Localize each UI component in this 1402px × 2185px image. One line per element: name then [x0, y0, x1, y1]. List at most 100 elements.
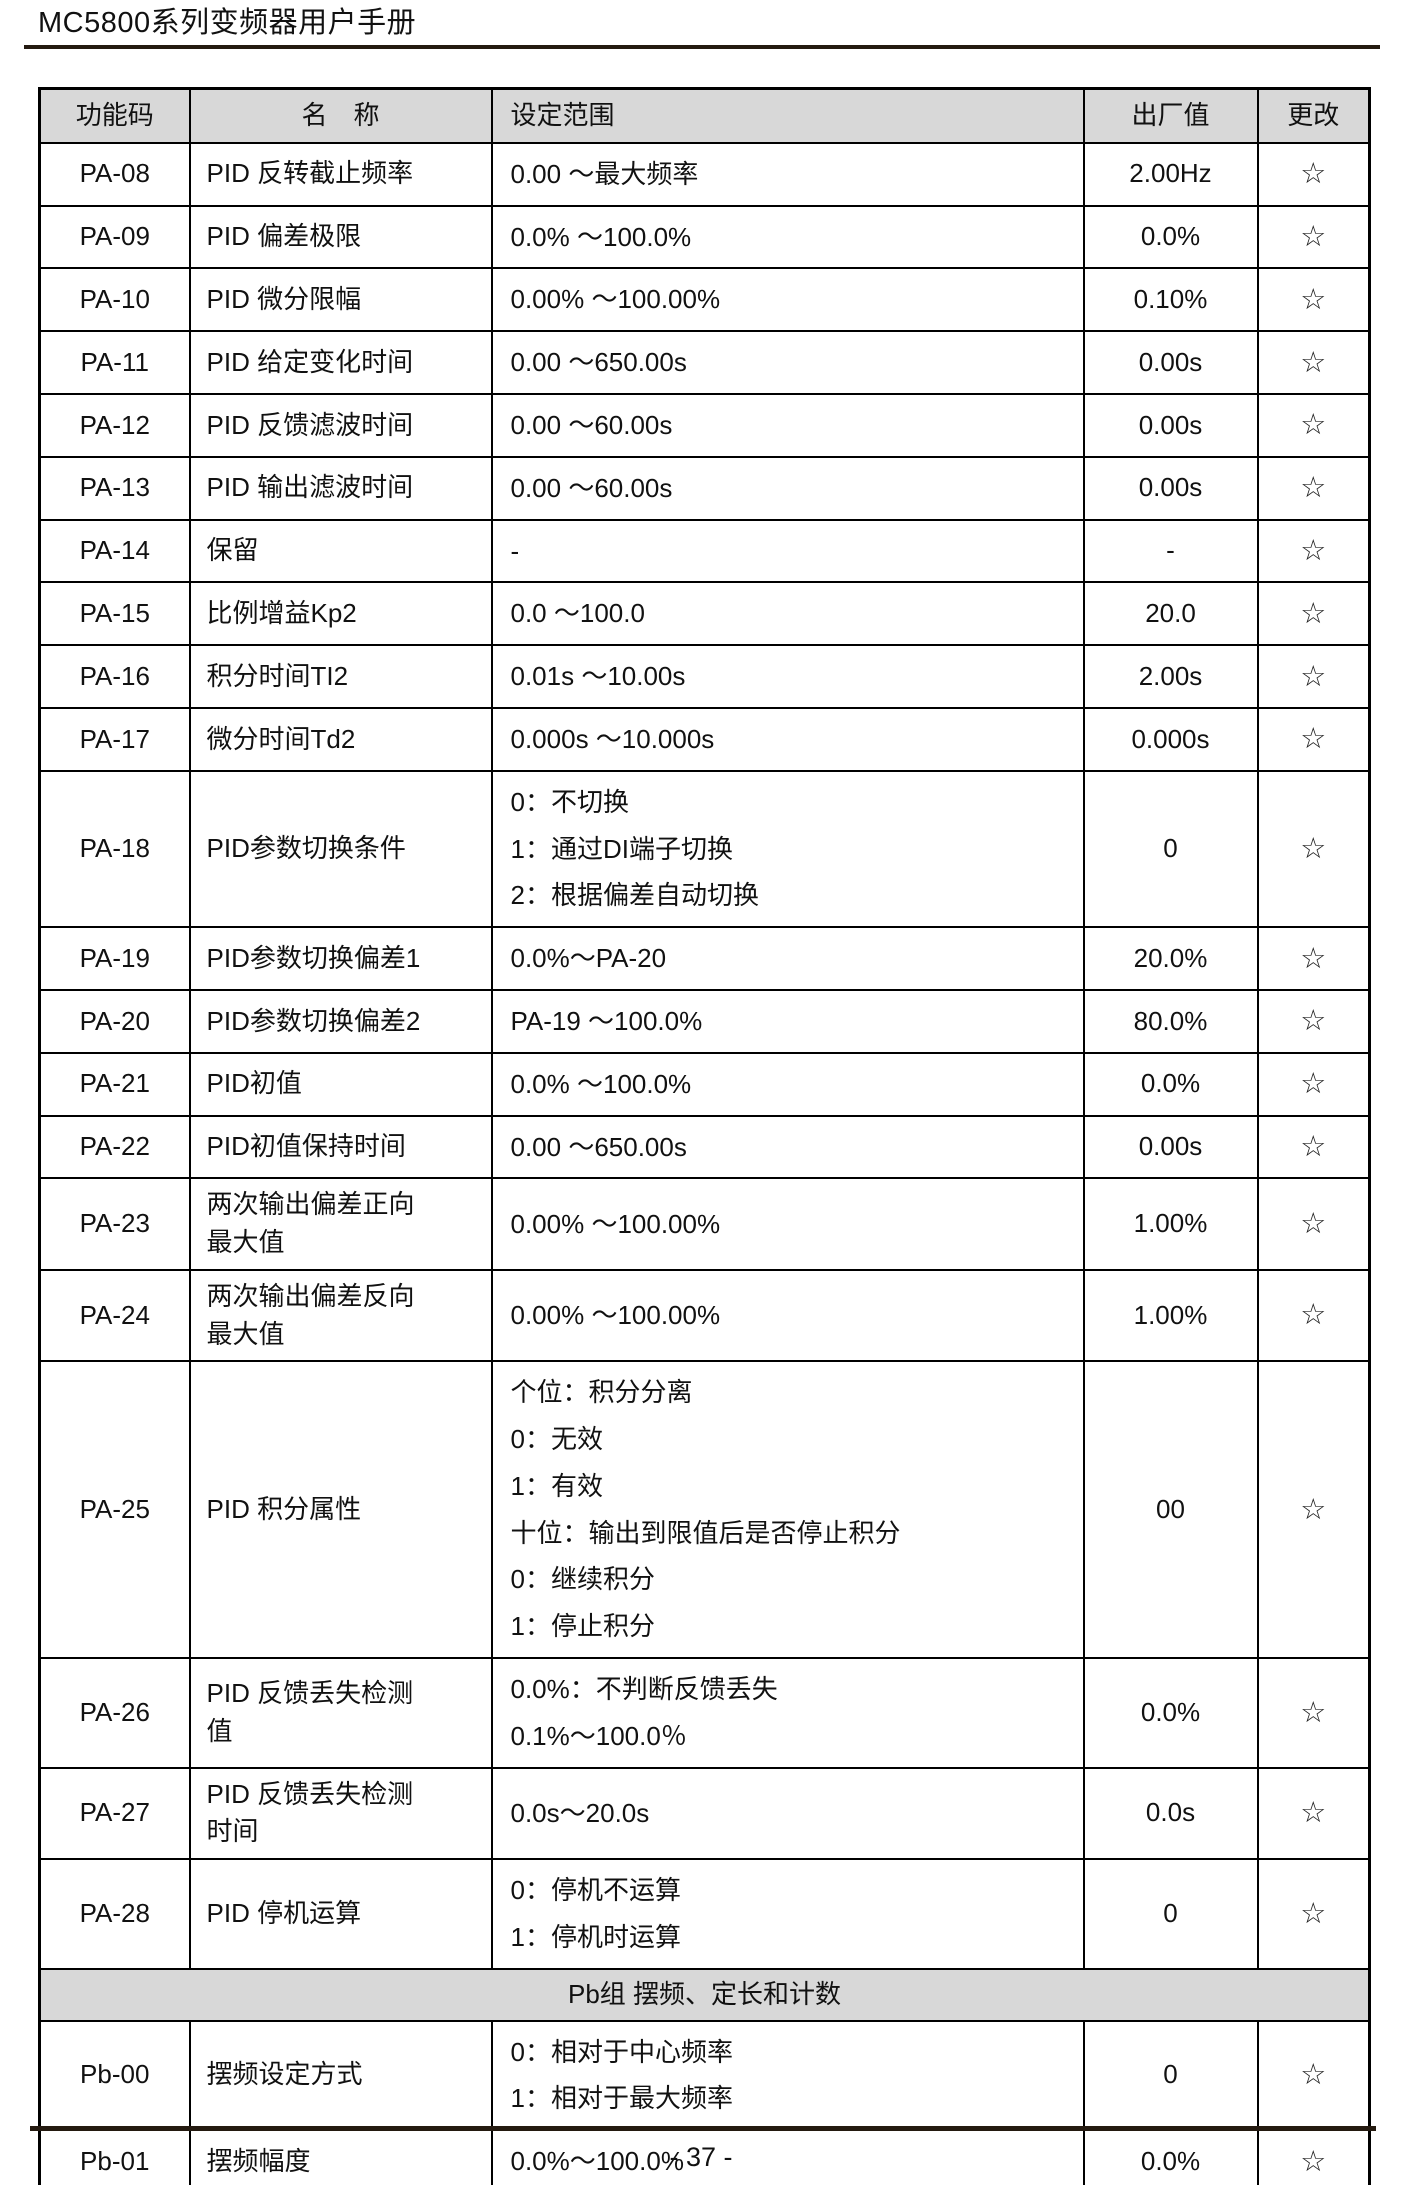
- change-star-cell: ☆: [1256, 926, 1371, 992]
- name-cell: PID初值: [188, 1051, 493, 1117]
- setting-range-cell: 0.0 ～100.0: [490, 581, 1085, 647]
- table-row: PA-24 两次输出偏差反向 最大值 0.00% ～100.00% 1.00% ☆: [38, 1268, 1371, 1363]
- table-row: Pb-00 摆频设定方式 0：相对于中心频率 1：相对于最大频率 0 ☆: [38, 2019, 1371, 2132]
- col-header-function-code: 功能码: [38, 87, 191, 144]
- factory-value-cell: 0: [1082, 2019, 1259, 2132]
- function-code-cell: PA-09: [38, 204, 191, 270]
- name-cell: 两次输出偏差正向 最大值: [188, 1177, 493, 1271]
- table-header-row: 功能码 名 称 设定范围 出厂值 更改: [38, 87, 1371, 144]
- function-code-cell: PA-28: [38, 1857, 191, 1970]
- table-row: PA-15 比例增益Kp2 0.0 ～100.0 20.0 ☆: [38, 581, 1371, 647]
- factory-value-cell: 0.00s: [1082, 1114, 1259, 1180]
- function-code-cell: PA-16: [38, 644, 191, 710]
- col-header-name: 名 称: [188, 87, 493, 144]
- function-code-cell: PA-26: [38, 1656, 191, 1769]
- change-star-cell: ☆: [1256, 455, 1371, 521]
- factory-value-cell: 0.0%: [1082, 204, 1259, 270]
- name-cell: PID 微分限幅: [188, 267, 493, 333]
- table-row: PA-13 PID 输出滤波时间 0.00 ～60.00s 0.00s ☆: [38, 455, 1371, 521]
- setting-range-cell: 0.0%：不判断反馈丢失 0.1%～100.0％: [490, 1656, 1085, 1769]
- parameter-table: 功能码 名 称 设定范围 出厂值 更改 PA-08 PID 反转截止频率 0.00 …: [38, 86, 1371, 2185]
- setting-range-cell: 0.000s ～10.000s: [490, 707, 1085, 772]
- setting-range-cell: 0.00 ～650.00s: [490, 330, 1085, 396]
- factory-value-cell: 0.0%: [1082, 2129, 1259, 2185]
- function-code-cell: PA-14: [38, 518, 191, 584]
- factory-value-cell: 0.00s: [1082, 393, 1259, 458]
- change-star-cell: ☆: [1256, 1656, 1371, 1769]
- table-row: PA-12 PID 反馈滤波时间 0.00 ～60.00s 0.00s ☆: [38, 393, 1371, 458]
- change-star-cell: ☆: [1256, 1177, 1371, 1271]
- setting-range-cell: 0：不切换 1：通过DI端子切换 2：根据偏差自动切换: [490, 769, 1085, 929]
- table-row: PA-22 PID初值保持时间 0.00 ～650.00s 0.00s ☆: [38, 1114, 1371, 1180]
- table-row: PA-25 PID 积分属性 个位：积分分离 0：无效 1：有效 十位：输出到限值后…: [38, 1360, 1371, 1659]
- factory-value-cell: 00: [1082, 1360, 1259, 1659]
- function-code-cell: PA-10: [38, 267, 191, 333]
- page-number: - 37 -: [669, 2142, 733, 2172]
- name-cell: PID 积分属性: [188, 1360, 493, 1659]
- function-code-cell: PA-24: [38, 1268, 191, 1363]
- section-row: Pb组 摆频、定长和计数: [38, 1967, 1371, 2022]
- function-code-cell: PA-25: [38, 1360, 191, 1659]
- change-star-cell: ☆: [1256, 1857, 1371, 1970]
- factory-value-cell: 0.0%: [1082, 1656, 1259, 1769]
- setting-range-cell: 0.00% ～100.00%: [490, 1268, 1085, 1363]
- name-cell: 保留: [188, 518, 493, 584]
- table-row: PA-10 PID 微分限幅 0.00% ～100.00% 0.10% ☆: [38, 267, 1371, 333]
- name-cell: 摆频设定方式: [188, 2019, 493, 2132]
- name-cell: 两次输出偏差反向 最大值: [188, 1268, 493, 1363]
- setting-range-cell: 0：相对于中心频率 1：相对于最大频率: [490, 2019, 1085, 2132]
- name-cell: PID 反馈滤波时间: [188, 393, 493, 458]
- function-code-cell: PA-27: [38, 1766, 191, 1860]
- function-code-cell: PA-19: [38, 926, 191, 992]
- name-cell: PID参数切换偏差2: [188, 989, 493, 1054]
- setting-range-cell: 0：停机不运算 1：停机时运算: [490, 1857, 1085, 1970]
- name-cell: 积分时间TI2: [188, 644, 493, 710]
- change-star-cell: ☆: [1256, 989, 1371, 1054]
- table-row: PA-18 PID参数切换条件 0：不切换 1：通过DI端子切换 2：根据偏差自动切…: [38, 769, 1371, 929]
- change-star-cell: ☆: [1256, 267, 1371, 333]
- factory-value-cell: 0.00s: [1082, 330, 1259, 396]
- table-row: PA-08 PID 反转截止频率 0.00 ～最大频率 2.00Hz ☆: [38, 141, 1371, 207]
- change-star-cell: ☆: [1256, 1766, 1371, 1860]
- setting-range-cell: 0.00% ～100.00%: [490, 267, 1085, 333]
- setting-range-cell: 0.00 ～60.00s: [490, 455, 1085, 521]
- function-code-cell: PA-13: [38, 455, 191, 521]
- change-star-cell: ☆: [1256, 644, 1371, 710]
- change-star-cell: ☆: [1256, 707, 1371, 772]
- setting-range-cell: 0.0% ～100.0%: [490, 1051, 1085, 1117]
- setting-range-cell: 0.0%～PA-20: [490, 926, 1085, 992]
- setting-range-cell: 0.00 ～650.00s: [490, 1114, 1085, 1180]
- section-title: Pb组 摆频、定长和计数: [38, 1967, 1371, 2022]
- change-star-cell: ☆: [1256, 1114, 1371, 1180]
- factory-value-cell: 80.0%: [1082, 989, 1259, 1054]
- table-row: PA-16 积分时间TI2 0.01s ～10.00s 2.00s ☆: [38, 644, 1371, 710]
- change-star-cell: ☆: [1256, 2129, 1371, 2185]
- table-body: PA-08 PID 反转截止频率 0.00 ～最大频率 2.00Hz ☆ PA-09 PID…: [38, 141, 1371, 2185]
- function-code-cell: PA-17: [38, 707, 191, 772]
- name-cell: PID参数切换偏差1: [188, 926, 493, 992]
- table-row: PA-23 两次输出偏差正向 最大值 0.00% ～100.00% 1.00% ☆: [38, 1177, 1371, 1271]
- name-cell: PID 反馈丢失检测 时间: [188, 1766, 493, 1860]
- change-star-cell: ☆: [1256, 1051, 1371, 1117]
- page-title: MC5800系列变频器用户手册: [38, 7, 417, 39]
- function-code-cell: PA-20: [38, 989, 191, 1054]
- setting-range-cell: 0.0s～20.0s: [490, 1766, 1085, 1860]
- function-code-cell: Pb-01: [38, 2129, 191, 2185]
- name-cell: PID初值保持时间: [188, 1114, 493, 1180]
- function-code-cell: PA-15: [38, 581, 191, 647]
- table-row: PA-28 PID 停机运算 0：停机不运算 1：停机时运算 0 ☆: [38, 1857, 1371, 1970]
- change-star-cell: ☆: [1256, 141, 1371, 207]
- change-star-cell: ☆: [1256, 769, 1371, 929]
- table-row: PA-20 PID参数切换偏差2 PA-19 ～100.0% 80.0% ☆: [38, 989, 1371, 1054]
- function-code-cell: PA-21: [38, 1051, 191, 1117]
- change-star-cell: ☆: [1256, 2019, 1371, 2132]
- table-row: Pb-01 摆频幅度 0.0%～100.0% 0.0% ☆: [38, 2129, 1371, 2185]
- factory-value-cell: 0.10%: [1082, 267, 1259, 333]
- factory-value-cell: 2.00Hz: [1082, 141, 1259, 207]
- setting-range-cell: PA-19 ～100.0%: [490, 989, 1085, 1054]
- change-star-cell: ☆: [1256, 330, 1371, 396]
- table-row: PA-21 PID初值 0.0% ～100.0% 0.0% ☆: [38, 1051, 1371, 1117]
- table-row: PA-09 PID 偏差极限 0.0% ～100.0% 0.0% ☆: [38, 204, 1371, 270]
- factory-value-cell: 20.0%: [1082, 926, 1259, 992]
